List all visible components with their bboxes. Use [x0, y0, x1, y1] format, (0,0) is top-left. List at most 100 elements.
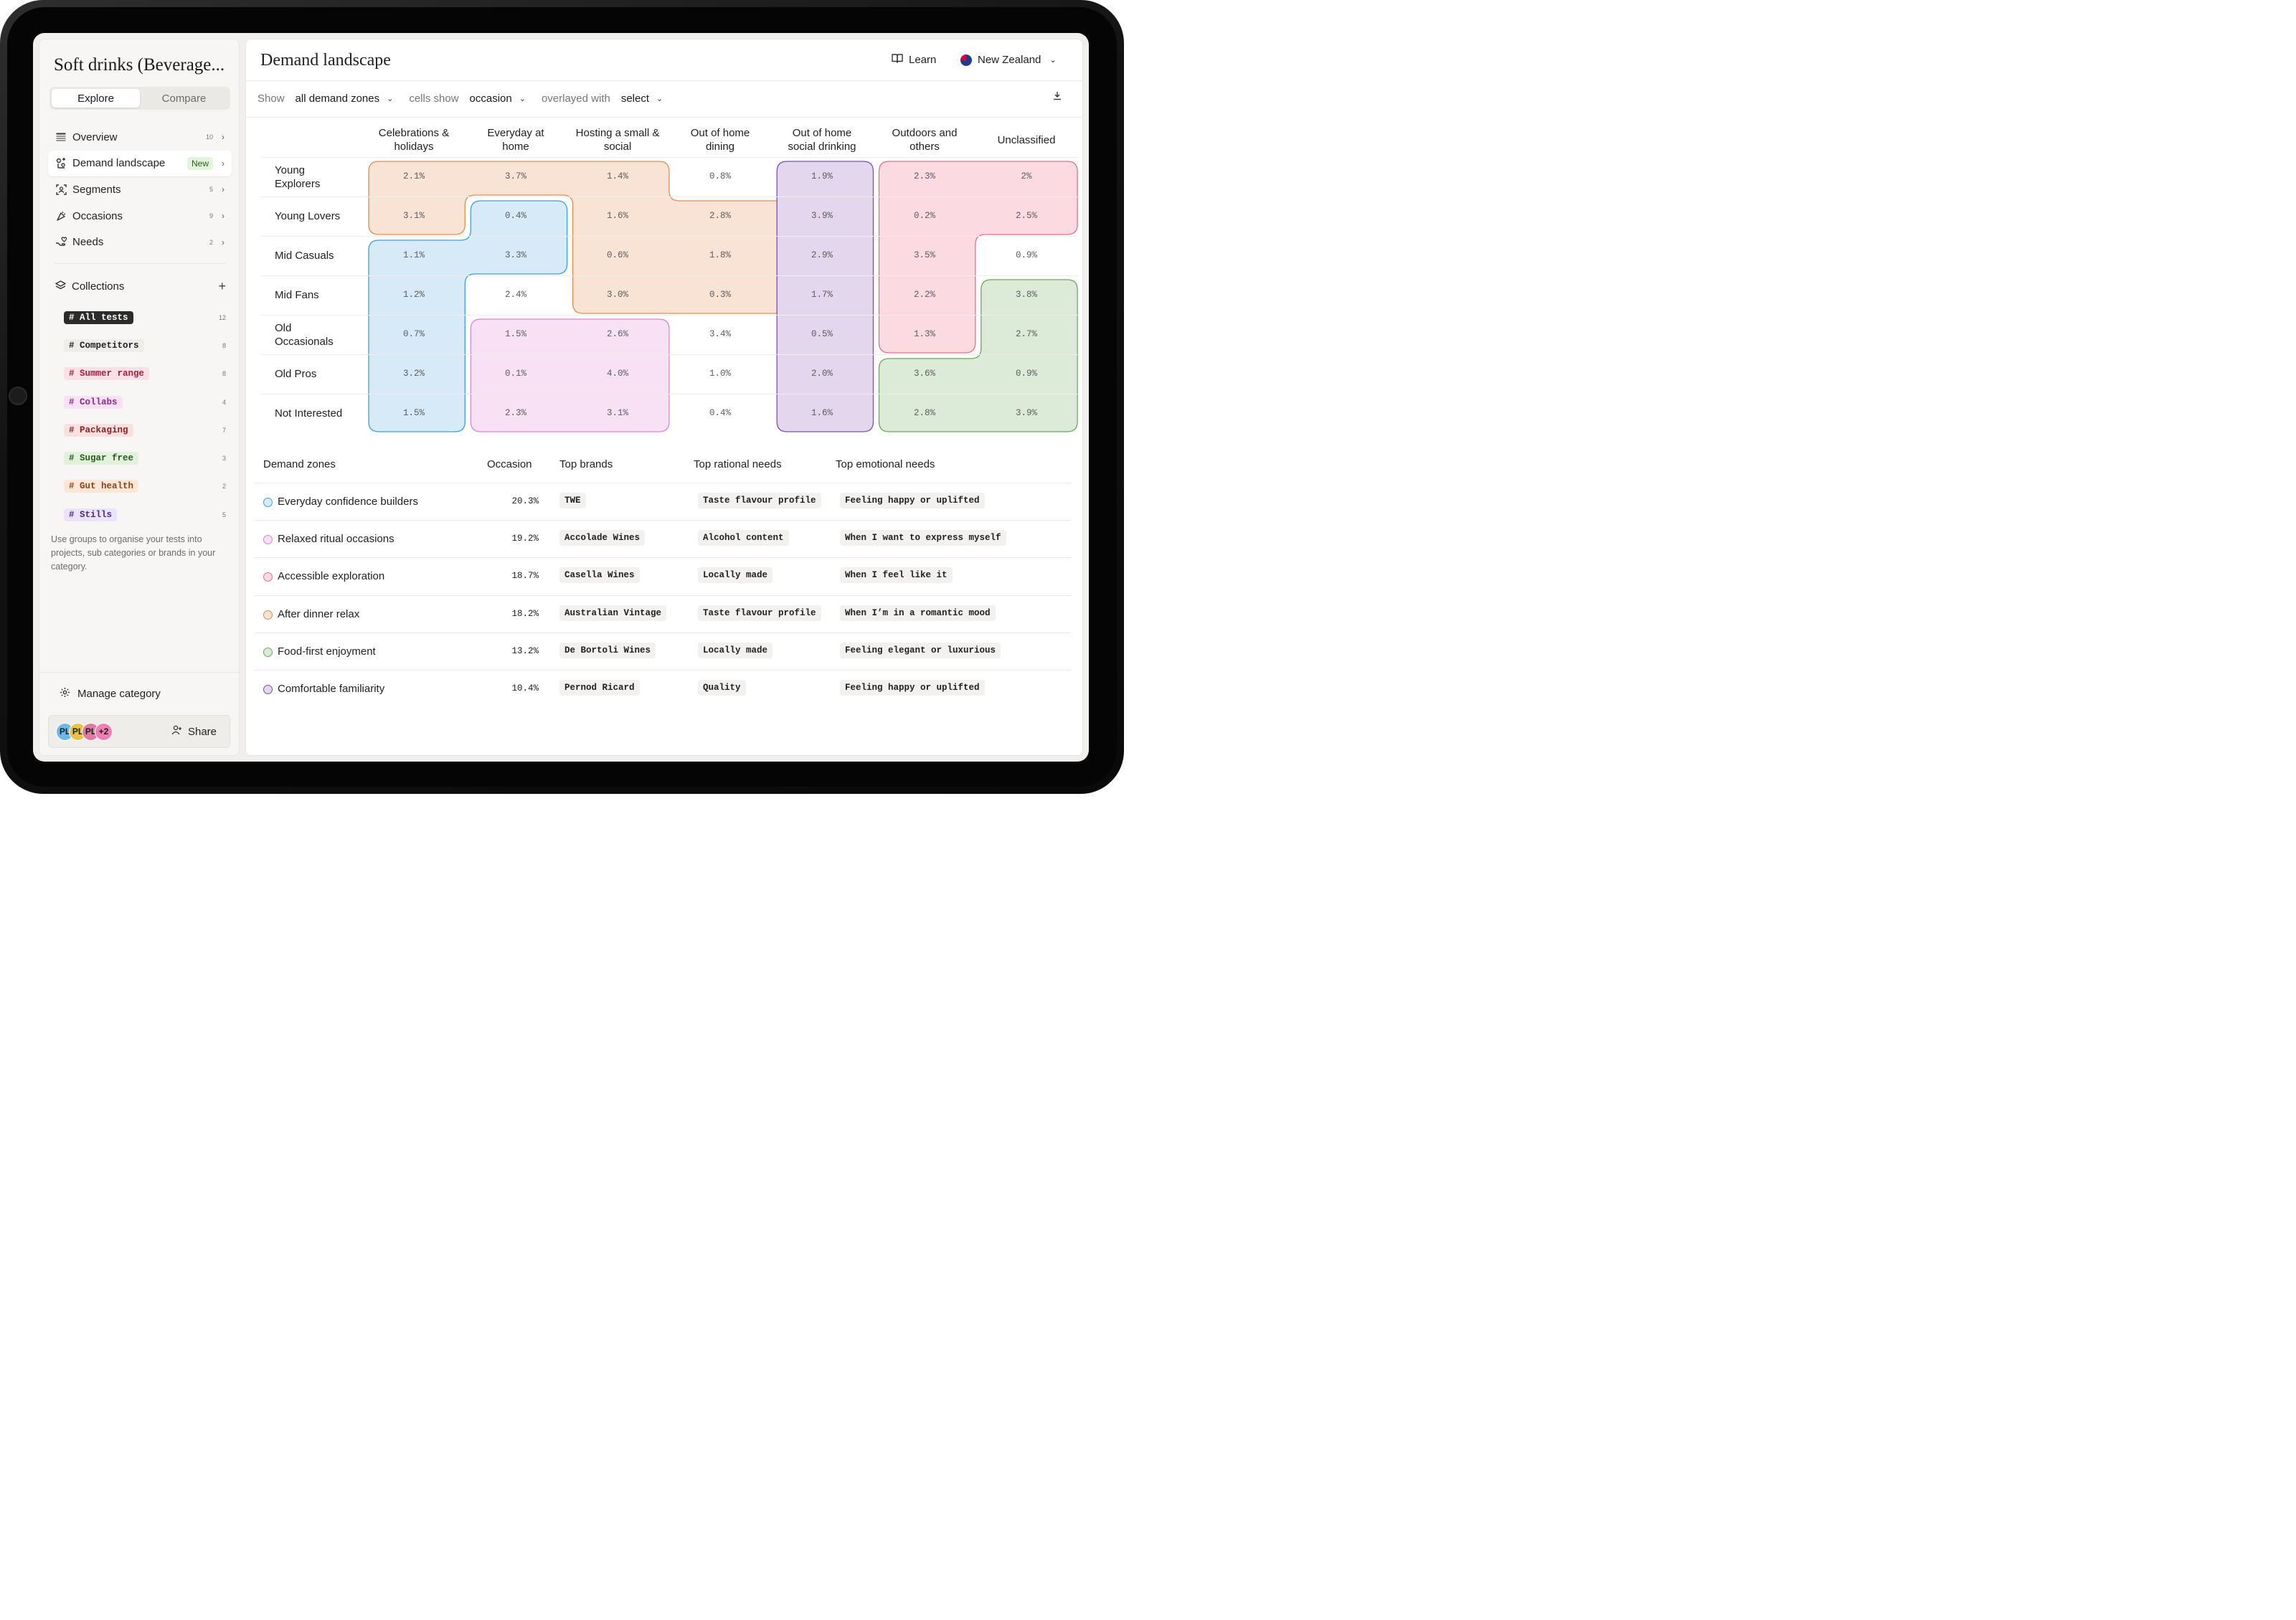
matrix-cell[interactable]: 0.4%: [504, 211, 526, 221]
table-row[interactable]: Relaxed ritual occasions 19.2% Accolade Wi…: [255, 520, 1071, 557]
collection-item[interactable]: # Summer range 8: [64, 360, 226, 388]
matrix-cell[interactable]: 3.3%: [504, 250, 526, 260]
matrix-cell[interactable]: 1.6%: [811, 408, 833, 418]
sidebar-item-segments[interactable]: Segments 5 ›: [48, 176, 232, 202]
tab-explore[interactable]: Explore: [52, 89, 140, 108]
matrix-cell[interactable]: 4.0%: [606, 369, 628, 379]
avatar-group[interactable]: PL PL PL +2: [56, 722, 113, 741]
matrix-cell[interactable]: 3.4%: [709, 329, 731, 339]
matrix-cell[interactable]: 3.9%: [811, 211, 833, 221]
matrix-cell[interactable]: 1.1%: [402, 250, 425, 260]
demand-zone-pink[interactable]: [470, 318, 670, 432]
occasion-value: 18.2%: [511, 608, 539, 619]
collection-item[interactable]: # Stills 5: [64, 501, 226, 529]
matrix-cell[interactable]: 3.8%: [1015, 290, 1037, 300]
cells-select[interactable]: occasion: [469, 92, 512, 105]
sidebar-item-label: Segments: [72, 183, 121, 196]
nz-flag-icon: [960, 54, 972, 66]
matrix-cell[interactable]: 1.5%: [402, 408, 425, 418]
sidebar-item-needs[interactable]: Needs 2 ›: [48, 229, 232, 255]
collection-item[interactable]: # Collabs 4: [64, 388, 226, 416]
overlay-select[interactable]: select: [620, 92, 650, 105]
matrix-cell[interactable]: 2.6%: [606, 329, 628, 339]
collection-item[interactable]: # All tests 12: [64, 303, 226, 331]
matrix-cell[interactable]: 0.4%: [709, 408, 731, 418]
collection-item[interactable]: # Packaging 7: [64, 416, 226, 444]
matrix-cell[interactable]: 0.6%: [606, 250, 628, 260]
matrix-cell[interactable]: 2.2%: [913, 290, 935, 300]
matrix-cell[interactable]: 2.5%: [1015, 211, 1037, 221]
matrix-cell[interactable]: 0.7%: [402, 329, 425, 339]
rational-need-chip: Alcohol content: [698, 530, 789, 546]
matrix-cell[interactable]: 3.1%: [402, 211, 425, 221]
zone-name: Everyday confidence builders: [278, 496, 418, 508]
matrix-cell[interactable]: 3.9%: [1015, 408, 1037, 418]
matrix-cell[interactable]: 2.1%: [402, 171, 425, 181]
table-row[interactable]: Accessible exploration 18.7% Casella Wines…: [255, 557, 1071, 595]
sidebar-item-demand-landscape[interactable]: Demand landscape New ›: [48, 150, 232, 176]
share-button[interactable]: Share: [171, 725, 217, 738]
matrix-cell[interactable]: 3.0%: [606, 290, 628, 300]
column-header: Out of home dining: [669, 126, 771, 153]
matrix-cell[interactable]: 1.2%: [402, 290, 425, 300]
matrix-cell[interactable]: 0.3%: [709, 290, 731, 300]
matrix-cell[interactable]: 1.5%: [504, 329, 526, 339]
sidebar-item-overview[interactable]: Overview 10 ›: [48, 124, 232, 150]
collection-item[interactable]: # Competitors 8: [64, 331, 226, 359]
matrix-cell[interactable]: 2.3%: [913, 171, 935, 181]
matrix-cell[interactable]: 3.5%: [913, 250, 935, 260]
matrix-cell[interactable]: 3.6%: [913, 369, 935, 379]
matrix-cell[interactable]: 0.9%: [1015, 250, 1037, 260]
matrix-cell[interactable]: 2.9%: [811, 250, 833, 260]
matrix-cell[interactable]: 2.0%: [811, 369, 833, 379]
matrix-cell[interactable]: 3.2%: [402, 369, 425, 379]
collection-item[interactable]: # Gut health 2: [64, 473, 226, 501]
matrix-cell[interactable]: 1.6%: [606, 211, 628, 221]
country-select[interactable]: New Zealand ⌄: [960, 54, 1057, 66]
matrix-cell[interactable]: 3.7%: [504, 171, 526, 181]
matrix-cell[interactable]: 1.9%: [811, 171, 833, 181]
table-row[interactable]: After dinner relax 18.2% Australian Vintag…: [255, 595, 1071, 633]
matrix-cell[interactable]: 1.4%: [606, 171, 628, 181]
sidebar-item-occasions[interactable]: Occasions 9 ›: [48, 203, 232, 229]
demand-zone-purple[interactable]: [776, 161, 874, 432]
table-row[interactable]: Food-first enjoyment 13.2% De Bortoli Wine…: [255, 632, 1071, 670]
matrix-cell[interactable]: 0.9%: [1015, 369, 1037, 379]
manage-category-button[interactable]: Manage category: [39, 672, 240, 715]
table-row[interactable]: Everyday confidence builders 20.3% TWE Tast…: [255, 483, 1071, 520]
table-row[interactable]: Comfortable familiarity 10.4% Pernod Ricar…: [255, 670, 1071, 707]
table-header: Occasion: [487, 458, 532, 470]
show-select[interactable]: all demand zones: [295, 92, 380, 105]
matrix-cell[interactable]: 2.4%: [504, 290, 526, 300]
matrix-cell[interactable]: 1.8%: [709, 250, 731, 260]
brand-chip: Australian Vintage: [559, 605, 667, 621]
tab-compare[interactable]: Compare: [161, 92, 207, 105]
brand-chip: Accolade Wines: [559, 530, 646, 546]
download-icon[interactable]: [1053, 91, 1062, 103]
matrix-cell[interactable]: 2.8%: [913, 408, 935, 418]
matrix-cell[interactable]: 0.2%: [913, 211, 935, 221]
matrix-cell[interactable]: 0.8%: [709, 171, 731, 181]
matrix-cell[interactable]: 0.1%: [504, 369, 526, 379]
collection-item[interactable]: # Sugar free 3: [64, 444, 226, 472]
add-user-icon: [171, 725, 182, 738]
learn-button[interactable]: Learn: [892, 54, 936, 66]
add-collection-button[interactable]: +: [218, 279, 226, 293]
matrix-cell[interactable]: 2.3%: [504, 408, 526, 418]
matrix-cell[interactable]: 3.1%: [606, 408, 628, 418]
matrix-cell[interactable]: 1.7%: [811, 290, 833, 300]
matrix-cell[interactable]: 2.8%: [709, 211, 731, 221]
occasion-value: 19.2%: [511, 534, 539, 544]
matrix-cell[interactable]: 1.3%: [913, 329, 935, 339]
rational-need-chip: Locally made: [698, 567, 773, 584]
matrix-cell[interactable]: 1.0%: [709, 369, 731, 379]
zone-name: Accessible exploration: [278, 570, 385, 583]
matrix-cell[interactable]: 2.7%: [1015, 329, 1037, 339]
demand-zone-red[interactable]: [878, 161, 1078, 354]
demand-zone-blue[interactable]: [368, 200, 568, 432]
matrix-cell[interactable]: 0.5%: [811, 329, 833, 339]
emotional-need-chip: When I want to express myself: [840, 530, 1006, 546]
column-header-line: home: [502, 141, 529, 153]
matrix-cell[interactable]: 2%: [1021, 171, 1032, 181]
filter-bar: Show all demand zones ⌄ cells show occas…: [258, 91, 679, 105]
